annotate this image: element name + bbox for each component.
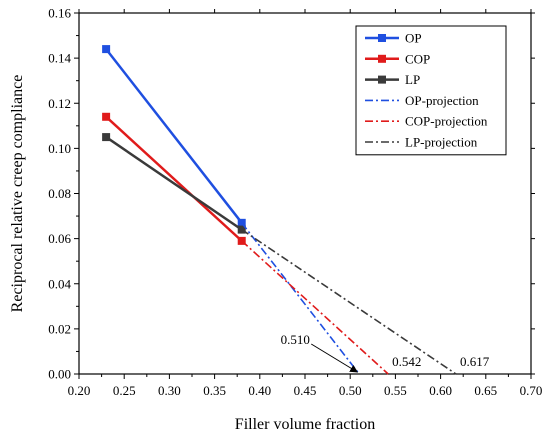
x-tick-label: 0.55 [384,383,407,398]
y-axis-label: Reciprocal relative creep compliance [9,75,26,313]
x-tick-label: 0.25 [113,383,136,398]
series-line-cop [105,115,243,242]
legend-marker-cop [378,54,386,63]
x-tick-label: 0.30 [158,383,181,398]
data-point-cop [102,112,111,121]
legend-marker-lp [378,75,386,84]
x-tick-label: 0.60 [429,383,452,398]
legend-label-lp: LP [405,72,420,87]
x-tick-label: 0.40 [248,383,271,398]
annotation-label: 0.542 [392,354,421,369]
legend-label-op-projection: OP-projection [405,93,479,108]
y-tick-label: 0.04 [48,276,71,291]
series-line-cop-projection [241,240,389,375]
legend-marker-op [378,34,386,42]
legend-label-cop-projection: COP-projection [405,114,488,129]
series-line-lp-projection [241,228,457,375]
data-point-lp [102,133,111,142]
legend-label-lp-projection: LP-projection [405,135,478,150]
y-tick-label: 0.08 [48,186,71,201]
x-tick-label: 0.70 [520,383,543,398]
data-point-op [102,45,111,54]
x-tick-label: 0.50 [339,383,362,398]
y-tick-label: 0.10 [48,141,71,156]
x-tick-label: 0.35 [203,383,226,398]
annotation-label: 0.510 [281,332,310,347]
y-tick-label: 0.06 [48,231,71,246]
series-line-op-projection [241,222,360,375]
x-tick-label: 0.45 [294,383,317,398]
series-line-lp [105,136,243,231]
annotation-arrow [310,343,359,373]
y-tick-label: 0.02 [48,321,71,336]
annotation-label: 0.617 [460,354,490,369]
series-line-op [105,48,243,224]
legend-label-op: OP [405,31,422,46]
y-tick-label: 0.12 [48,96,71,111]
legend-box [355,25,507,156]
y-tick-label: 0.14 [48,51,71,66]
x-tick-label: 0.20 [68,383,91,398]
x-axis-label: Filler volume fraction [235,416,375,433]
legend-label-cop: COP [405,51,430,66]
x-tick-label: 0.65 [474,383,497,398]
y-tick-label: 0.00 [48,367,71,382]
y-tick-label: 0.16 [48,6,71,21]
